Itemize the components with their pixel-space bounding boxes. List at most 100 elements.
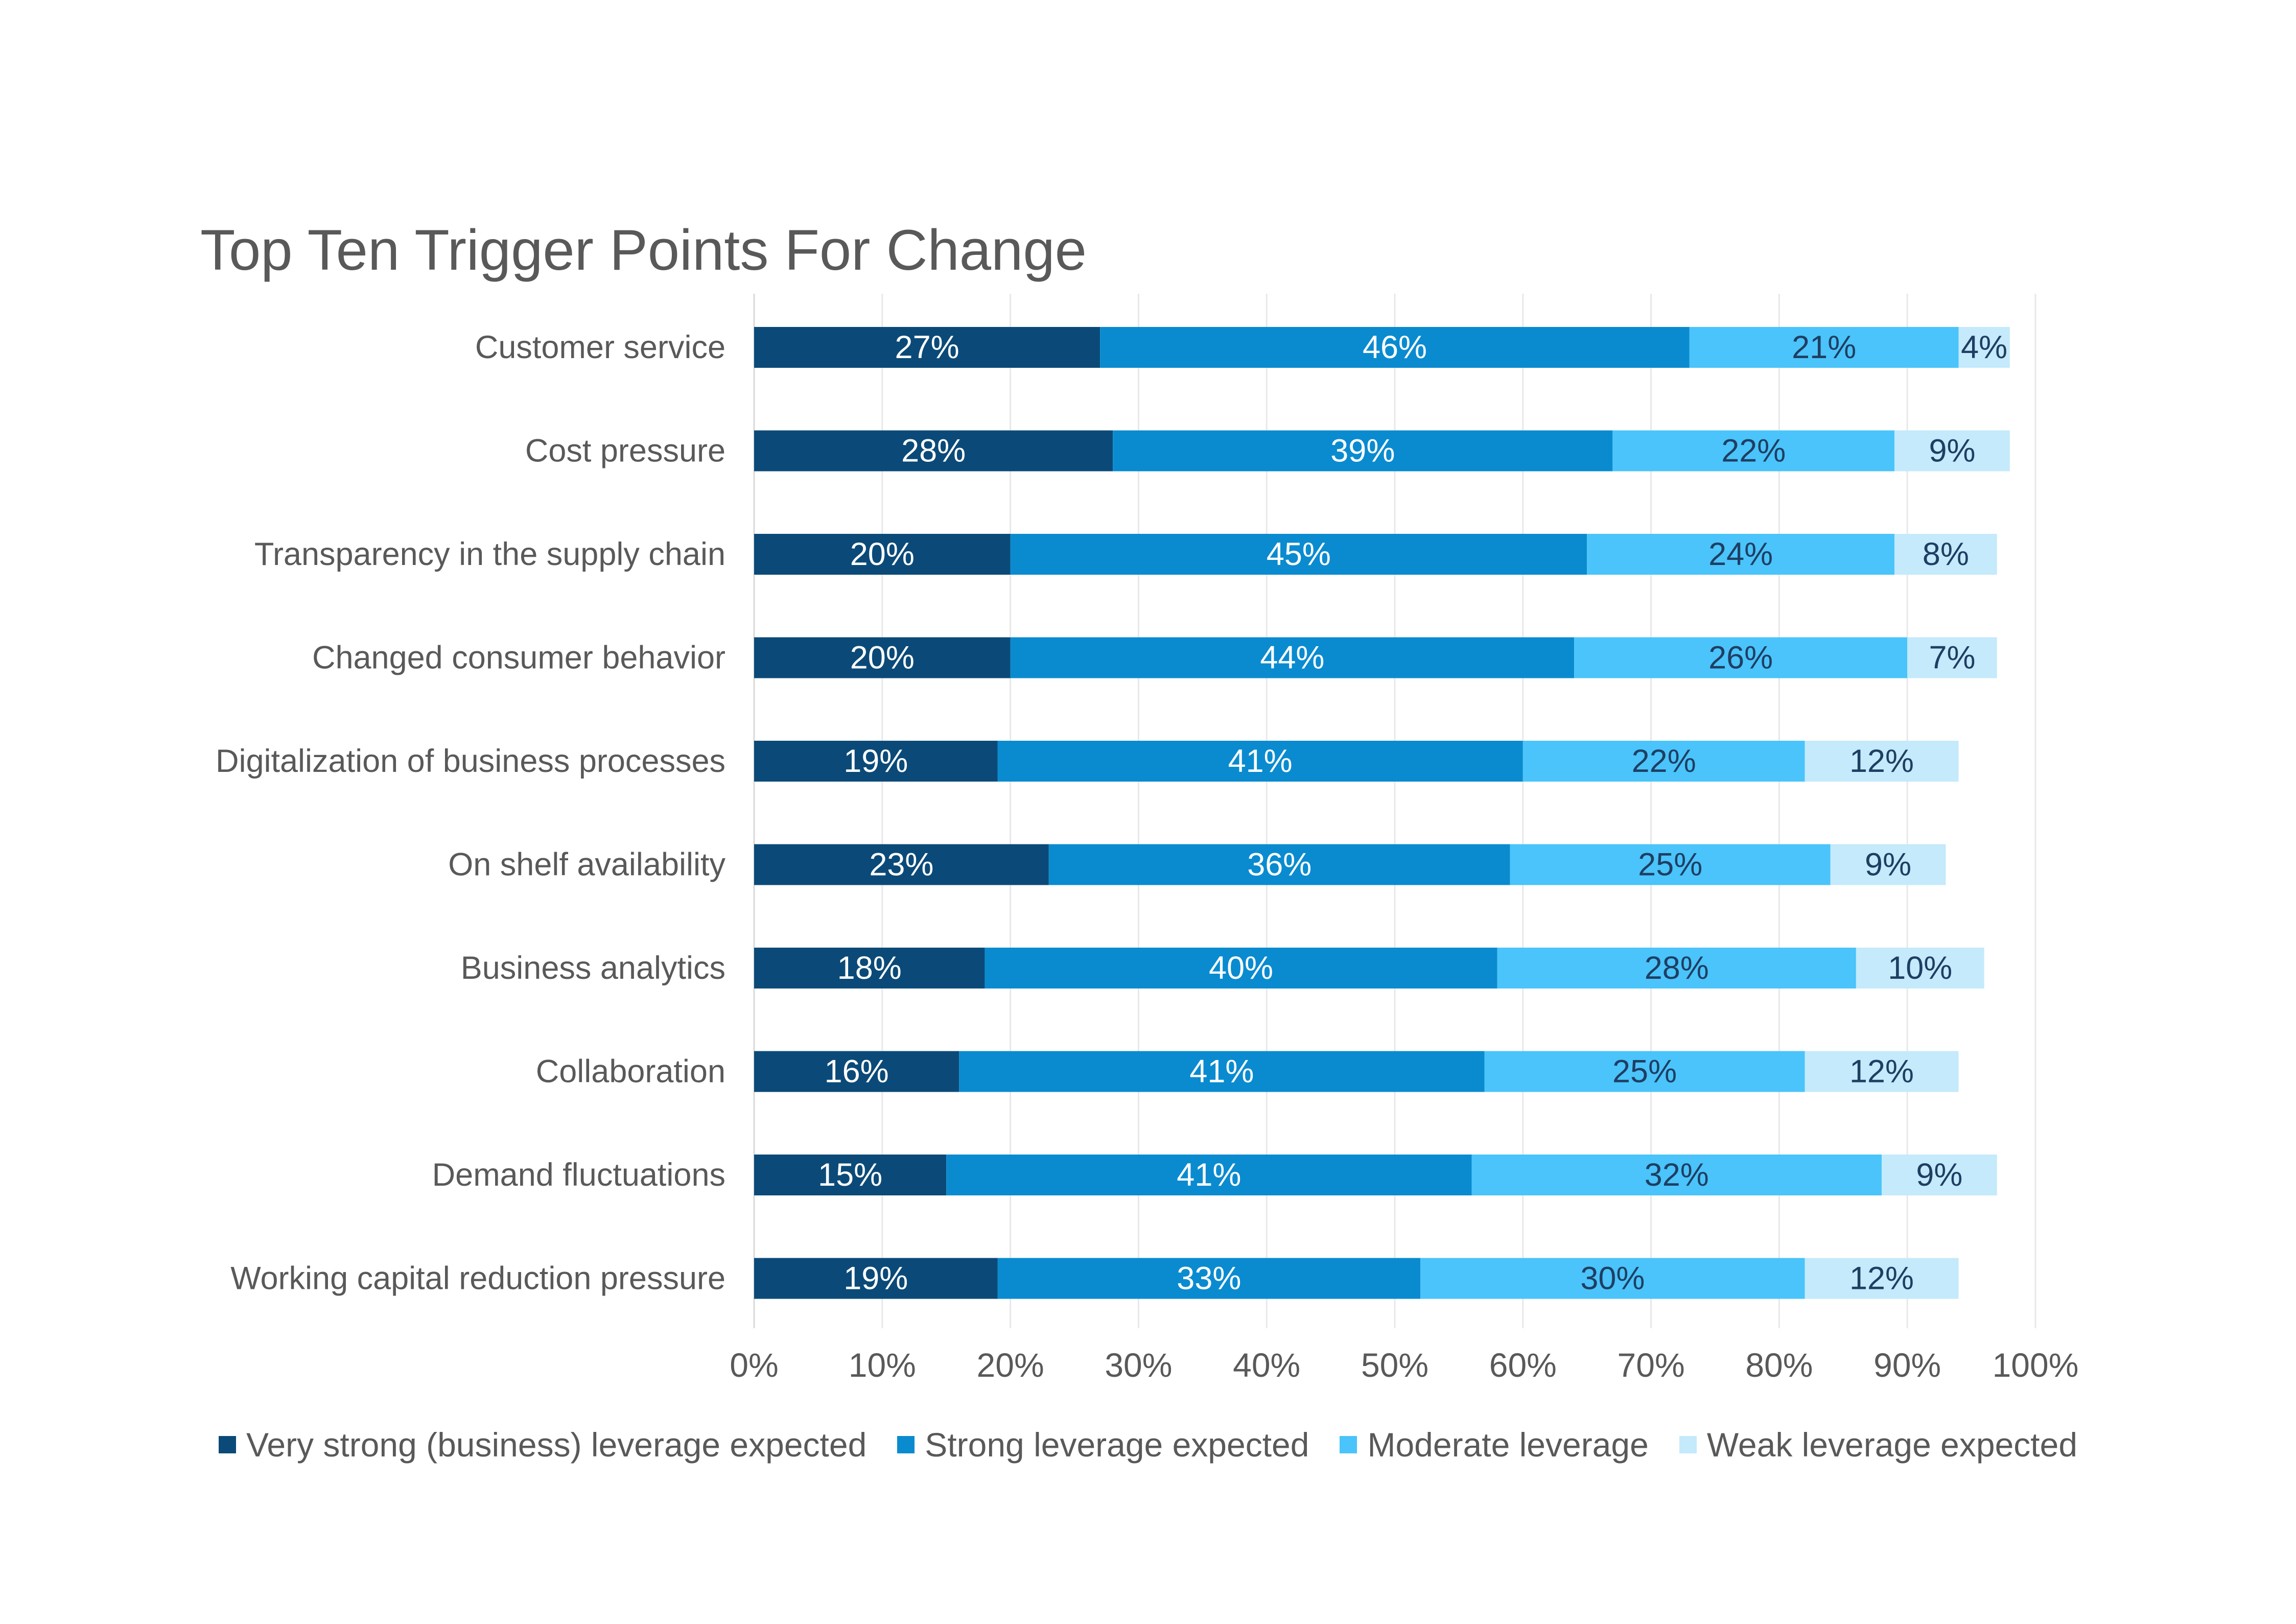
bar-segment (754, 1155, 947, 1195)
data-label: 45% (1267, 536, 1331, 572)
data-label: 10% (1888, 950, 1952, 986)
data-label: 9% (1929, 433, 1975, 469)
data-label: 22% (1632, 743, 1696, 779)
data-label: 20% (850, 640, 915, 676)
data-label: 19% (844, 743, 908, 779)
bar-segment (1689, 327, 1959, 368)
bar-segment (1420, 1258, 1805, 1299)
data-label: 8% (1923, 536, 1969, 572)
category-label: Changed consumer behavior (312, 640, 725, 676)
data-label: 20% (850, 536, 915, 572)
data-label: 16% (825, 1054, 889, 1090)
bar-segment (754, 327, 1100, 368)
data-label: 44% (1260, 640, 1324, 676)
data-label: 28% (901, 433, 966, 469)
bar-segment (946, 1155, 1472, 1195)
bar-segment (1574, 637, 1908, 678)
bar-segment (985, 948, 1497, 988)
bar-segment (1882, 1155, 1997, 1195)
bar-segment (754, 1258, 998, 1299)
data-label: 24% (1708, 536, 1773, 572)
bar-segment (1958, 327, 2010, 368)
category-labels: Customer service Cost pressure Transparenc… (216, 329, 726, 1297)
bar-segment (754, 534, 1011, 575)
data-label: 12% (1849, 743, 1914, 779)
bar-segment (1856, 948, 1984, 988)
bar-segment (754, 430, 1113, 472)
x-tick-label: 20% (977, 1346, 1044, 1384)
x-tick-label: 10% (849, 1346, 916, 1384)
legend-swatch (218, 1436, 236, 1453)
legend-label: Weak leverage expected (1706, 1426, 2078, 1464)
data-label: 33% (1177, 1261, 1241, 1297)
x-tick-label: 50% (1361, 1346, 1428, 1384)
category-label: Transparency in the supply chain (254, 536, 725, 572)
data-label: 41% (1228, 743, 1293, 779)
legend-label: Moderate leverage (1367, 1426, 1649, 1464)
bar-segment (1894, 430, 2010, 472)
data-label: 28% (1645, 950, 1709, 986)
data-label: 32% (1645, 1157, 1709, 1193)
bar-segment (1100, 327, 1690, 368)
bar-segment (1113, 430, 1613, 472)
bar-segment (1894, 534, 1997, 575)
data-label: 9% (1916, 1157, 1962, 1193)
data-label: 7% (1929, 640, 1975, 676)
legend-swatch (1340, 1436, 1357, 1453)
data-label: 9% (1865, 847, 1911, 883)
chart-title: Top Ten Trigger Points For Change (200, 218, 1087, 282)
data-label: 18% (837, 950, 902, 986)
data-label: 30% (1580, 1261, 1645, 1297)
bar-segment (1010, 534, 1587, 575)
category-label: Digitalization of business processes (216, 743, 725, 779)
category-label: Business analytics (461, 950, 725, 986)
data-label: 41% (1189, 1054, 1254, 1090)
category-label: On shelf availability (448, 847, 725, 883)
category-label: Cost pressure (525, 433, 725, 469)
bar-segment (1612, 430, 1895, 472)
category-label: Demand fluctuations (432, 1157, 725, 1193)
bar-segment (754, 741, 998, 782)
data-label: 21% (1792, 329, 1856, 365)
legend-label: Very strong (business) leverage expected (246, 1426, 867, 1464)
bars: 27% 46% 21% 4% 28% 39% 22% 9% 20% 45% 24% 8% 20% 44% 2… (754, 327, 2010, 1299)
data-label: 25% (1612, 1054, 1677, 1090)
x-axis-tick-labels: 0% 10% 20% 30% 40% 50% 60% 70% 80% 90% 100% (730, 1346, 2078, 1384)
data-label: 36% (1247, 847, 1311, 883)
bar-segment (754, 844, 1049, 885)
x-tick-label: 100% (1993, 1346, 2079, 1384)
data-label: 25% (1638, 847, 1702, 883)
category-label: Customer service (475, 329, 725, 365)
x-tick-label: 70% (1618, 1346, 1685, 1384)
bar-segment (1510, 844, 1831, 885)
bar-segment (1805, 1258, 1959, 1299)
legend-item: Strong leverage expected (897, 1425, 1309, 1464)
x-tick-label: 60% (1489, 1346, 1557, 1384)
bar-segment (997, 741, 1523, 782)
legend-label: Strong leverage expected (925, 1426, 1309, 1464)
data-label: 26% (1708, 640, 1773, 676)
x-tick-label: 40% (1233, 1346, 1300, 1384)
bar-segment (1010, 637, 1575, 678)
x-tick-label: 0% (730, 1346, 778, 1384)
bar-segment (1497, 948, 1856, 988)
legend-swatch (1679, 1436, 1697, 1453)
legend-item: Weak leverage expected (1679, 1425, 2077, 1464)
bar-segment (754, 948, 985, 988)
data-label: 22% (1721, 433, 1786, 469)
bar-segment (1805, 1051, 1959, 1092)
bar-segment (1805, 741, 1959, 782)
bar-segment (1587, 534, 1895, 575)
x-tick-label: 90% (1873, 1346, 1941, 1384)
data-label: 40% (1209, 950, 1273, 986)
bar-segment (997, 1258, 1421, 1299)
bar-segment (1484, 1051, 1805, 1092)
data-label: 27% (895, 329, 959, 365)
x-tick-label: 80% (1745, 1346, 1813, 1384)
bar-segment (754, 637, 1011, 678)
legend-item: Moderate leverage (1340, 1425, 1649, 1464)
data-label: 19% (844, 1261, 908, 1297)
bar-segment (1471, 1155, 1882, 1195)
data-label: 4% (1961, 329, 2007, 365)
